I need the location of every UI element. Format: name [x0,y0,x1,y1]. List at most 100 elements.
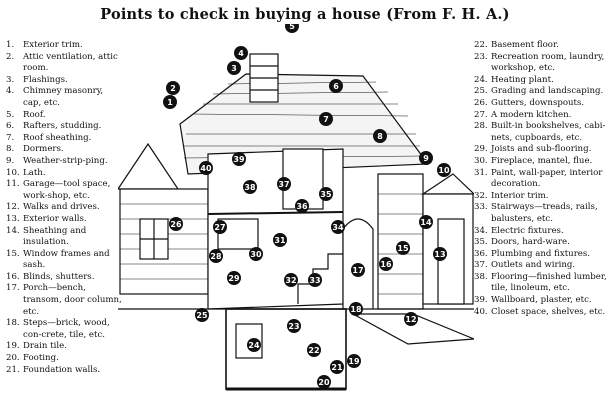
marker-36: 36 [295,199,309,213]
checklist-item-text: Built-in bookshelves, cabi-nets, cupboar… [491,121,606,143]
checklist-item-number: 34. [474,225,488,236]
marker-6: 6 [329,79,343,93]
svg-text:39: 39 [233,155,245,164]
checklist-item-number: 28. [474,121,488,132]
checklist-item-text: Roof sheathing. [23,132,92,143]
checklist-item-number: 24. [474,74,488,85]
checklist-item-number: 38. [474,271,488,282]
checklist-item-text: Dormers. [23,144,64,155]
checklist-item: 36. Plumbing and fixtures. [474,249,608,261]
checklist-item: 7. Roof sheathing. [6,133,124,145]
checklist-item-number: 36. [474,248,488,259]
checklist-item-number: 29. [474,144,488,155]
checklist-item-number: 35. [474,237,488,248]
checklist-item-number: 37. [474,260,488,271]
marker-1: 1 [163,95,177,109]
svg-text:10: 10 [438,166,450,175]
checklist-item-number: 30. [474,155,488,166]
garage-door [437,218,465,305]
checklist-item-number: 40. [474,306,488,317]
svg-text:13: 13 [434,250,445,259]
svg-text:21: 21 [331,363,343,372]
svg-text:12: 12 [405,315,416,324]
marker-29: 29 [227,271,241,285]
checklist-item-text: Footing. [23,353,59,364]
checklist-item-text: Interior trim. [491,190,549,201]
svg-text:16: 16 [380,260,392,269]
front-walk [352,313,474,345]
checklist-item: 9. Weather-strip-ping. [6,156,124,168]
checklist-item-text: Recreation room, laundry, workshop, etc. [491,51,605,74]
checklist-left: 1. Exterior trim. 2. Attic ventilation, att… [6,40,124,376]
marker-24: 24 [247,338,261,352]
checklist-item-text: Weather-strip-ping. [23,155,108,166]
checklist-item: 16. Blinds, shutters. [6,272,124,284]
marker-22: 22 [307,343,321,357]
checklist-item: 6. Rafters, studding. [6,121,124,133]
marker-28: 28 [209,249,223,263]
marker-3: 3 [227,61,241,75]
checklist-item-number: 32. [474,190,488,201]
svg-text:40: 40 [200,164,212,173]
svg-text:25: 25 [196,311,208,320]
checklist-item-number: 9. [6,155,15,166]
marker-18: 18 [349,302,363,316]
marker-32: 32 [284,273,298,287]
svg-text:27: 27 [214,223,225,232]
checklist-item: 27. A modern kitchen. [474,110,608,122]
marker-2: 2 [166,81,180,95]
svg-text:30: 30 [250,250,262,259]
checklist-item: 33. Stairways—treads, rails, balusters, e… [474,202,608,225]
svg-text:32: 32 [285,276,296,285]
checklist-item-text: Roof. [23,109,46,120]
checklist-item: 5. Roof. [6,110,124,122]
marker-16: 16 [379,257,393,271]
svg-text:6: 6 [333,82,339,91]
marker-12: 12 [404,312,418,326]
marker-4: 4 [234,46,248,60]
stairway [297,253,343,304]
checklist-item-number: 12. [6,202,20,213]
checklist-item: 28. Built-in bookshelves, cabi-nets, cupb… [474,121,608,144]
checklist-item-number: 2. [6,51,15,62]
marker-21: 21 [330,360,344,374]
checklist-item: 35. Doors, hard-ware. [474,237,608,249]
checklist-item-number: 39. [474,295,488,306]
checklist-item-number: 11. [6,179,20,190]
checklist-item-text: Porch—bench, transom, door column, etc. [23,283,122,317]
checklist-item-text: Window frames and sash. [23,248,110,271]
checklist-item: 38. Flooring—finished lumber, tile, linol… [474,272,608,295]
checklist-item: 3. Flashings. [6,75,124,87]
checklist-item: 30. Fireplace, mantel, flue. [474,156,608,168]
checklist-item-text: Stairways—treads, rails, balusters, etc. [491,202,598,224]
checklist-item-number: 15. [6,248,20,259]
checklist-item-number: 3. [6,74,15,85]
svg-text:35: 35 [320,190,332,199]
checklist-item-text: Gutters, downspouts. [491,97,585,108]
svg-text:33: 33 [309,276,320,285]
checklist-item: 32. Interior trim. [474,191,608,203]
marker-13: 13 [433,247,447,261]
left-gable [118,142,180,190]
checklist-right: 22. Basement floor. 23. Recreation room, la… [474,40,608,318]
marker-39: 39 [232,152,246,166]
marker-25: 25 [195,308,209,322]
svg-text:36: 36 [296,202,308,211]
checklist-item: 24. Heating plant. [474,75,608,87]
checklist-item-number: 20. [6,353,20,364]
checklist-item-text: Steps—brick, wood, con-crete, tile, etc. [23,318,110,340]
checklist-item-text: Fireplace, mantel, flue. [491,155,593,166]
checklist-item-text: Heating plant. [491,74,554,85]
marker-7: 7 [319,112,333,126]
garage-roof [421,173,474,195]
checklist-item: 34. Electric fixtures. [474,226,608,238]
checklist-item: 15. Window frames and sash. [6,249,124,272]
checklist-item-number: 16. [6,271,20,282]
checklist-item-text: Chimney masonry, cap, etc. [23,86,104,108]
checklist-item: 8. Dormers. [6,144,124,156]
marker-31: 31 [273,233,287,247]
checklist-item-number: 33. [474,202,488,213]
svg-text:23: 23 [288,322,299,331]
checklist-item-text: Rafters, studding. [23,121,102,132]
svg-text:24: 24 [248,341,260,350]
